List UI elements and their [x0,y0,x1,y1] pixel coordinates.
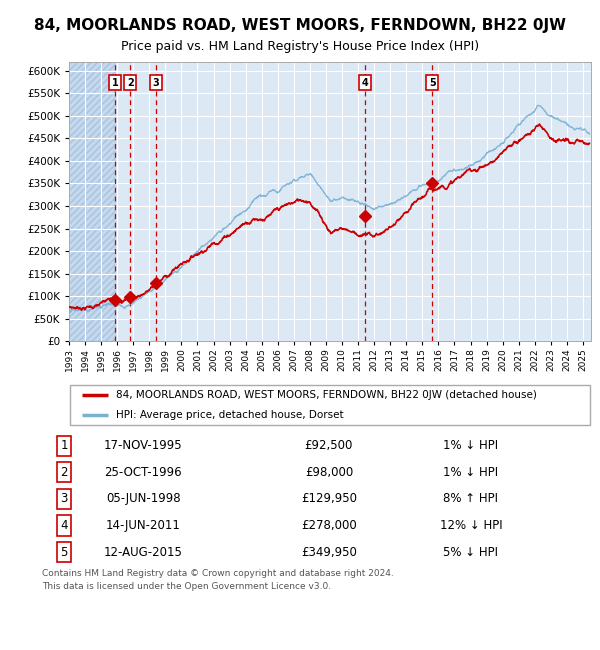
Text: 14-JUN-2011: 14-JUN-2011 [106,519,181,532]
Text: 05-JUN-1998: 05-JUN-1998 [106,493,181,506]
Text: £349,950: £349,950 [301,545,357,558]
Text: 1: 1 [61,439,68,452]
Text: 12% ↓ HPI: 12% ↓ HPI [440,519,502,532]
Text: HPI: Average price, detached house, Dorset: HPI: Average price, detached house, Dors… [116,410,344,421]
Text: Price paid vs. HM Land Registry's House Price Index (HPI): Price paid vs. HM Land Registry's House … [121,40,479,53]
Text: This data is licensed under the Open Government Licence v3.0.: This data is licensed under the Open Gov… [42,582,331,591]
Text: 1% ↓ HPI: 1% ↓ HPI [443,439,499,452]
Text: 1% ↓ HPI: 1% ↓ HPI [443,465,499,478]
Text: 17-NOV-1995: 17-NOV-1995 [104,439,182,452]
Text: £129,950: £129,950 [301,493,357,506]
Text: 25-OCT-1996: 25-OCT-1996 [104,465,182,478]
Text: £278,000: £278,000 [301,519,357,532]
Text: 3: 3 [153,78,160,88]
Text: 5: 5 [61,545,68,558]
Text: 4: 4 [362,78,369,88]
Text: 5% ↓ HPI: 5% ↓ HPI [443,545,499,558]
Text: £98,000: £98,000 [305,465,353,478]
Text: 3: 3 [61,493,68,506]
Text: £92,500: £92,500 [305,439,353,452]
Text: 84, MOORLANDS ROAD, WEST MOORS, FERNDOWN, BH22 0JW (detached house): 84, MOORLANDS ROAD, WEST MOORS, FERNDOWN… [116,390,537,400]
Text: Contains HM Land Registry data © Crown copyright and database right 2024.: Contains HM Land Registry data © Crown c… [42,569,394,578]
Text: 84, MOORLANDS ROAD, WEST MOORS, FERNDOWN, BH22 0JW: 84, MOORLANDS ROAD, WEST MOORS, FERNDOWN… [34,18,566,33]
Text: 1: 1 [112,78,119,88]
Text: 12-AUG-2015: 12-AUG-2015 [104,545,183,558]
Text: 2: 2 [127,78,134,88]
FancyBboxPatch shape [70,385,590,425]
Text: 5: 5 [429,78,436,88]
Text: 8% ↑ HPI: 8% ↑ HPI [443,493,499,506]
Text: 4: 4 [61,519,68,532]
Text: 2: 2 [61,465,68,478]
